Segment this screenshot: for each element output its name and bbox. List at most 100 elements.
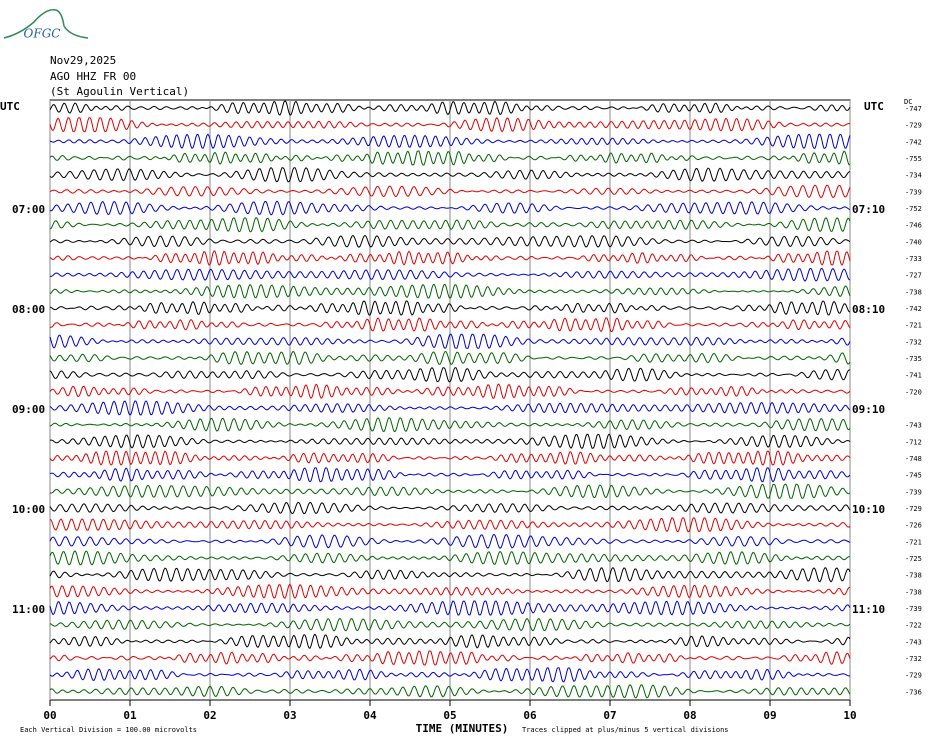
trace (49, 184, 851, 199)
trace (49, 567, 851, 583)
trace (49, 650, 851, 666)
x-tick-label: 08 (683, 709, 696, 722)
trace (49, 267, 851, 282)
footer-left: Each Vertical Division = 100.00 microvol… (20, 726, 197, 734)
hour-label-left: 11:00 (12, 603, 45, 616)
dc-offset: -729 (905, 122, 922, 130)
dc-offset: -742 (905, 138, 922, 146)
dc-offset: -725 (905, 555, 922, 563)
trace (49, 167, 851, 183)
dc-label: DC (904, 98, 912, 106)
footer-right: Traces clipped at plus/minus 5 vertical … (522, 726, 729, 734)
dc-offset: -732 (905, 655, 922, 663)
trace (49, 250, 851, 266)
dc-offset: -739 (905, 188, 922, 196)
trace (49, 350, 851, 366)
hour-label-left: 07:00 (12, 203, 45, 216)
trace (49, 234, 851, 248)
dc-offset: -735 (905, 355, 922, 363)
dc-offset: -739 (905, 488, 922, 496)
dc-offset: -746 (905, 222, 922, 230)
trace (49, 517, 851, 533)
x-tick-label: 10 (843, 709, 856, 722)
trace (49, 283, 851, 300)
header-location: (St Agoulin Vertical) (50, 85, 189, 98)
x-tick-label: 04 (363, 709, 377, 722)
trace (49, 367, 851, 383)
dc-offset: -727 (905, 272, 922, 280)
trace (49, 100, 851, 116)
trace (49, 600, 851, 616)
trace (49, 583, 851, 599)
trace (49, 200, 851, 216)
dc-offset: -752 (905, 205, 922, 213)
dc-offset: -743 (905, 638, 922, 646)
dc-offset: -748 (905, 455, 922, 463)
dc-offset: -729 (905, 672, 922, 680)
hour-label-right: 08:10 (852, 303, 885, 316)
header-date: Nov29,2025 (50, 54, 116, 67)
trace (49, 466, 851, 483)
dc-offset: -747 (905, 105, 922, 113)
dc-offset: -736 (905, 688, 922, 696)
trace (49, 483, 851, 499)
dc-offset: -741 (905, 372, 922, 380)
trace (49, 217, 851, 233)
hour-label-right: 10:10 (852, 503, 885, 516)
x-tick-label: 06 (523, 709, 537, 722)
x-tick-label: 05 (443, 709, 456, 722)
dc-offset: -720 (905, 388, 922, 396)
dc-offset: -738 (905, 288, 922, 296)
x-tick-label: 02 (203, 709, 216, 722)
trace (49, 150, 850, 166)
trace (49, 667, 851, 683)
dc-offset: -721 (905, 322, 922, 330)
hour-label-right: 11:10 (852, 603, 885, 616)
hour-label-right: 07:10 (852, 203, 885, 216)
trace (49, 383, 851, 399)
trace (49, 501, 851, 515)
trace (49, 617, 851, 632)
utc-left: UTC (0, 100, 20, 113)
trace (49, 300, 851, 316)
hour-label-left: 09:00 (12, 403, 45, 416)
logo-curve (3, 9, 89, 39)
trace (49, 417, 851, 433)
dc-offset: -738 (905, 588, 922, 596)
trace (49, 633, 851, 649)
dc-offset: -738 (905, 572, 922, 580)
x-tick-label: 07 (603, 709, 616, 722)
hour-label-right: 09:10 (852, 403, 885, 416)
trace (49, 533, 851, 549)
dc-offset: -712 (905, 438, 922, 446)
trace (49, 133, 851, 150)
hour-label-left: 10:00 (12, 503, 45, 516)
dc-offset: -733 (905, 255, 922, 263)
x-tick-label: 03 (283, 709, 296, 722)
trace (49, 317, 851, 333)
hour-label-left: 08:00 (12, 303, 45, 316)
trace (49, 400, 851, 416)
dc-offset: -729 (905, 505, 922, 513)
trace (49, 450, 851, 466)
x-tick-label: 00 (43, 709, 56, 722)
trace (49, 117, 851, 133)
dc-offset: -722 (905, 622, 922, 630)
dc-offset: -734 (905, 172, 922, 180)
dc-offset: -755 (905, 155, 922, 163)
trace (49, 333, 851, 349)
dc-offset: -721 (905, 538, 922, 546)
logo: OFGC (24, 27, 61, 41)
trace (49, 550, 850, 566)
header-station: AGO HHZ FR 00 (50, 70, 136, 83)
x-tick-label: 01 (123, 709, 137, 722)
x-axis-label: TIME (MINUTES) (416, 722, 509, 735)
dc-offset: -726 (905, 522, 922, 530)
trace (49, 433, 851, 449)
dc-offset: -739 (905, 605, 922, 613)
x-tick-label: 09 (763, 709, 776, 722)
dc-offset: -732 (905, 338, 922, 346)
dc-offset: -743 (905, 422, 922, 430)
